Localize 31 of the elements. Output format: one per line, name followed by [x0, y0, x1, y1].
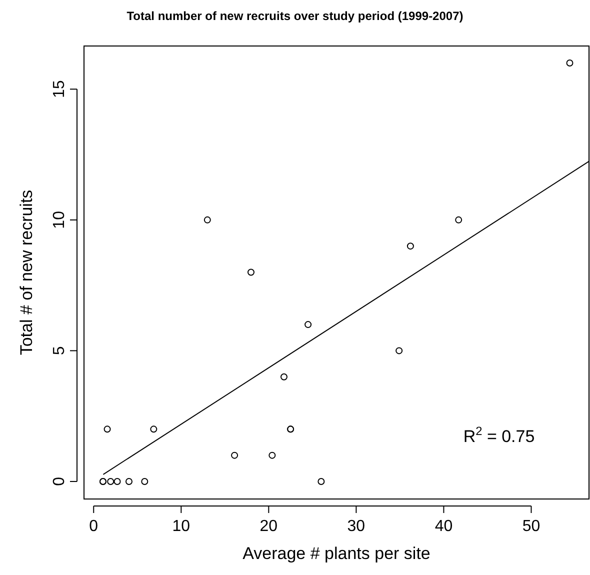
x-tick-label: 40 [434, 518, 453, 535]
y-tick-label: 0 [51, 476, 68, 486]
point [455, 216, 462, 224]
point [247, 268, 254, 276]
point [125, 478, 132, 485]
point [204, 216, 211, 224]
point [231, 452, 238, 459]
chart-title: Total number of new recruits over study period (1999-2007) [126, 9, 464, 23]
point [104, 426, 111, 433]
point [566, 60, 574, 66]
x-tick-label: 20 [260, 518, 278, 535]
y-tick-label: 15 [51, 80, 68, 98]
point [141, 478, 148, 485]
x-tick-label: 50 [522, 518, 540, 535]
point [150, 426, 158, 433]
point [318, 478, 325, 485]
x-tick-label: 0 [89, 518, 98, 535]
point [107, 478, 114, 485]
point [406, 242, 414, 250]
point [304, 321, 312, 328]
x-tick-label: 30 [347, 518, 366, 535]
point [114, 478, 121, 485]
y-axis-title: Total # of new recruits [17, 190, 36, 356]
y-tick-label: 5 [51, 346, 68, 356]
point [280, 373, 288, 380]
x-tick-label: 10 [172, 518, 190, 535]
x-axis-title: Average # plants per site [242, 544, 430, 563]
point [396, 347, 403, 354]
y-tick-label: 10 [51, 210, 68, 229]
annotation: R$^{2}$ = 0.75 [463, 424, 535, 446]
point [268, 452, 276, 459]
